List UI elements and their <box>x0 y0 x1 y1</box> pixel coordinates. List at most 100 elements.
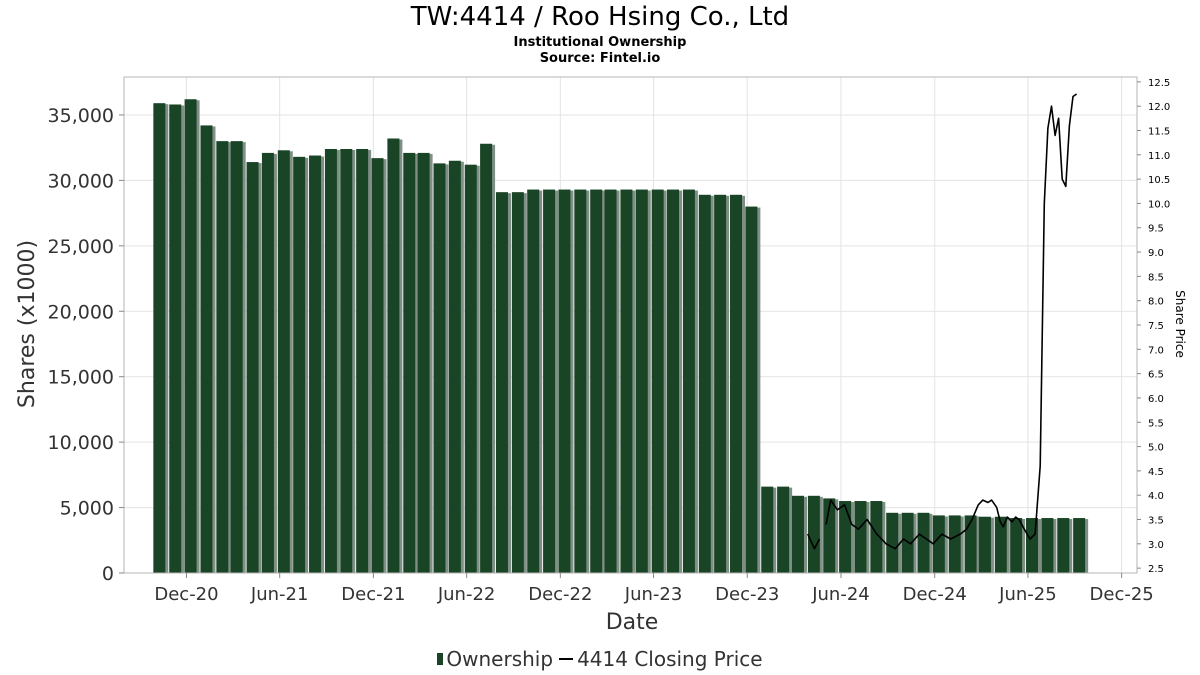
y-tick-label: 10,000 <box>48 432 114 454</box>
ownership-bar <box>886 512 899 573</box>
ownership-bar <box>543 189 556 573</box>
y-tick-label: 15,000 <box>48 367 114 389</box>
ownership-bar <box>340 148 353 574</box>
ownership-bar <box>932 515 945 573</box>
ownership-legend-label: Ownership <box>446 647 554 671</box>
ownership-bar <box>791 495 804 573</box>
y2-tick-label: 3.0 <box>1148 540 1164 551</box>
x-tick-label: Dec-20 <box>154 584 218 605</box>
y2-tick-label: 4.0 <box>1148 491 1164 502</box>
ownership-bar <box>854 501 867 573</box>
ownership-bar <box>230 141 243 573</box>
x-tick-label: Dec-24 <box>903 584 967 605</box>
y2-tick-label: 9.0 <box>1148 248 1164 259</box>
price-line-segment <box>825 93 1078 550</box>
y2-tick-label: 7.5 <box>1148 321 1164 332</box>
ownership-bar <box>527 189 540 573</box>
ownership-bar <box>620 189 633 573</box>
ownership-bar <box>153 103 166 574</box>
ownership-bar <box>870 501 883 573</box>
ownership-bar <box>839 501 852 573</box>
ownership-bar <box>667 189 680 573</box>
chart-legend: Ownership 4414 Closing Price <box>0 647 1200 671</box>
y2-tick-label: 2.5 <box>1148 564 1164 575</box>
ownership-bar <box>169 104 182 573</box>
ownership-bar <box>277 150 290 573</box>
ownership-bar <box>495 192 508 573</box>
ownership-bar <box>635 189 648 573</box>
ownership-bar <box>480 143 493 573</box>
x-tick-label: Dec-23 <box>715 584 779 605</box>
ownership-bar <box>356 148 369 574</box>
y2-tick-label: 5.0 <box>1148 443 1164 454</box>
ownership-bar <box>309 155 322 573</box>
ownership-bar <box>464 164 477 573</box>
ownership-bar <box>417 152 430 573</box>
ownership-bar <box>978 516 991 573</box>
ownership-bar <box>823 498 836 573</box>
ownership-bar <box>590 189 603 573</box>
ownership-bar <box>448 160 461 573</box>
ownership-bar <box>964 515 977 573</box>
x-tick-label: Jun-25 <box>998 584 1057 605</box>
ownership-bar <box>682 189 695 573</box>
x-tick-label: Jun-23 <box>624 584 683 605</box>
ownership-bar <box>324 148 337 574</box>
ownership-bars <box>153 99 1089 574</box>
ownership-bar <box>403 152 416 573</box>
y-tick-label: 0 <box>102 563 114 585</box>
y-axis-title: Shares (x1000) <box>15 240 40 408</box>
ownership-bar <box>948 515 961 573</box>
ownership-bar <box>433 163 446 573</box>
ownership-bar <box>261 152 274 573</box>
ownership-bar <box>807 495 820 573</box>
y-tick-label: 25,000 <box>48 236 114 258</box>
y2-tick-label: 3.5 <box>1148 516 1164 527</box>
ownership-bar <box>511 192 524 573</box>
ownership-bar <box>1057 518 1070 573</box>
ownership-bar <box>761 486 774 573</box>
x-tick-label: Dec-21 <box>341 584 405 605</box>
ownership-bar <box>1041 518 1054 573</box>
y2-tick-label: 7.0 <box>1148 345 1164 356</box>
x-tick-label: Jun-21 <box>250 584 309 605</box>
ownership-bar <box>901 512 914 573</box>
x-tick-label: Dec-25 <box>1090 584 1154 605</box>
y2-tick-label: 11.5 <box>1148 126 1170 137</box>
x-axis-title: Date <box>606 610 659 635</box>
y2-tick-label: 9.5 <box>1148 224 1164 235</box>
ownership-bar <box>1073 518 1086 573</box>
ownership-bar <box>246 162 259 573</box>
y-tick-label: 20,000 <box>48 301 114 323</box>
y2-tick-label: 10.0 <box>1148 199 1170 210</box>
y2-tick-label: 12.0 <box>1148 102 1170 113</box>
y2-tick-label: 6.0 <box>1148 394 1164 405</box>
ownership-bar <box>371 158 384 574</box>
chart-title: TW:4414 / Roo Hsing Co., Ltd <box>410 2 790 32</box>
y2-tick-label: 8.0 <box>1148 297 1164 308</box>
ownership-bar <box>293 156 306 574</box>
chart-subtitle: Institutional Ownership <box>513 35 687 50</box>
ownership-bar <box>698 194 711 574</box>
y-tick-label: 5,000 <box>60 498 114 520</box>
y-tick-label: 35,000 <box>48 105 114 127</box>
ownership-bar <box>1010 518 1023 573</box>
y2-tick-label: 4.5 <box>1148 467 1164 478</box>
ownership-bar <box>994 516 1007 573</box>
y-tick-label: 30,000 <box>48 170 114 192</box>
y2-tick-label: 11.0 <box>1148 151 1170 162</box>
ownership-bar <box>714 194 727 574</box>
ownership-bar <box>574 189 587 573</box>
ownership-legend-swatch <box>437 653 444 665</box>
ownership-bar <box>917 512 930 573</box>
y2-tick-label: 10.5 <box>1148 175 1170 186</box>
ownership-bar <box>184 99 197 574</box>
price-legend-label: 4414 Closing Price <box>577 647 763 671</box>
y2-tick-label: 8.5 <box>1148 272 1164 283</box>
ownership-bar <box>216 141 229 573</box>
ownership-bar <box>604 189 617 573</box>
ownership-bar <box>200 125 213 573</box>
ownership-bar <box>387 138 400 574</box>
ownership-bar <box>777 486 790 573</box>
